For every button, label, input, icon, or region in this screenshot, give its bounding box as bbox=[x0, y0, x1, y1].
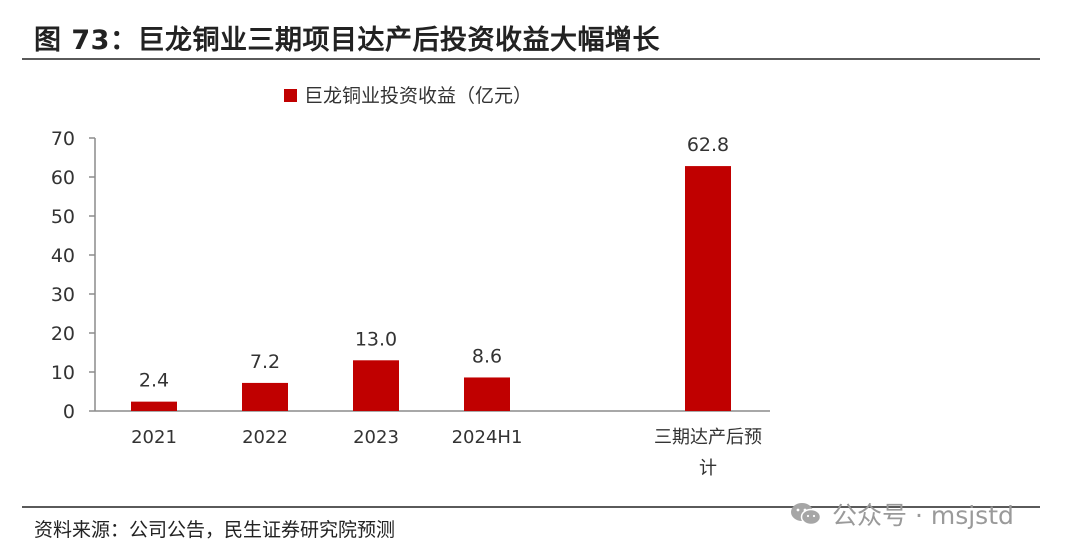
title-divider bbox=[22, 58, 1040, 60]
x-tick-label: 2022 bbox=[242, 427, 288, 448]
y-tick-label: 50 bbox=[51, 206, 75, 228]
source-note: 资料来源：公司公告，民生证券研究院预测 bbox=[34, 519, 396, 541]
bar bbox=[242, 382, 288, 411]
bar bbox=[685, 166, 731, 411]
x-tick-label: 三期达产后预 bbox=[654, 427, 762, 448]
y-axis: 0 10 20 30 40 50 60 70 bbox=[51, 128, 96, 423]
bar bbox=[131, 401, 177, 411]
data-label: 8.6 bbox=[472, 345, 502, 367]
watermark: 公众号 · msjstd bbox=[790, 496, 1014, 532]
y-tick-label: 10 bbox=[51, 362, 75, 384]
x-tick-label: 2023 bbox=[353, 427, 399, 448]
y-tick-label: 70 bbox=[51, 128, 75, 150]
chart-legend: 巨龙铜业投资收益（亿元） bbox=[284, 85, 532, 107]
data-label: 7.2 bbox=[250, 351, 280, 373]
figure-title: 图 73：巨龙铜业三期项目达产后投资收益大幅增长 bbox=[34, 25, 660, 56]
data-label: 2.4 bbox=[139, 370, 169, 392]
bar-series bbox=[131, 166, 731, 411]
watermark-text: 公众号 · msjstd bbox=[832, 501, 1014, 530]
data-labels: 2.4 7.2 13.0 8.6 62.8 bbox=[139, 134, 729, 392]
legend-swatch bbox=[284, 89, 297, 102]
data-label: 62.8 bbox=[687, 134, 729, 156]
data-label: 13.0 bbox=[355, 328, 397, 350]
y-tick-label: 0 bbox=[63, 401, 75, 423]
bar bbox=[353, 360, 399, 411]
x-tick-label: 计 bbox=[699, 458, 717, 479]
y-tick-label: 20 bbox=[51, 323, 75, 345]
footer-divider bbox=[22, 506, 1040, 508]
bar bbox=[464, 377, 510, 411]
y-tick-label: 60 bbox=[51, 167, 75, 189]
legend-label: 巨龙铜业投资收益（亿元） bbox=[304, 85, 532, 107]
y-tick-label: 30 bbox=[51, 284, 75, 306]
wechat-icon bbox=[791, 503, 822, 526]
x-tick-label: 2024H1 bbox=[452, 427, 523, 448]
y-tick-label: 40 bbox=[51, 245, 75, 267]
x-tick-label: 2021 bbox=[131, 427, 177, 448]
